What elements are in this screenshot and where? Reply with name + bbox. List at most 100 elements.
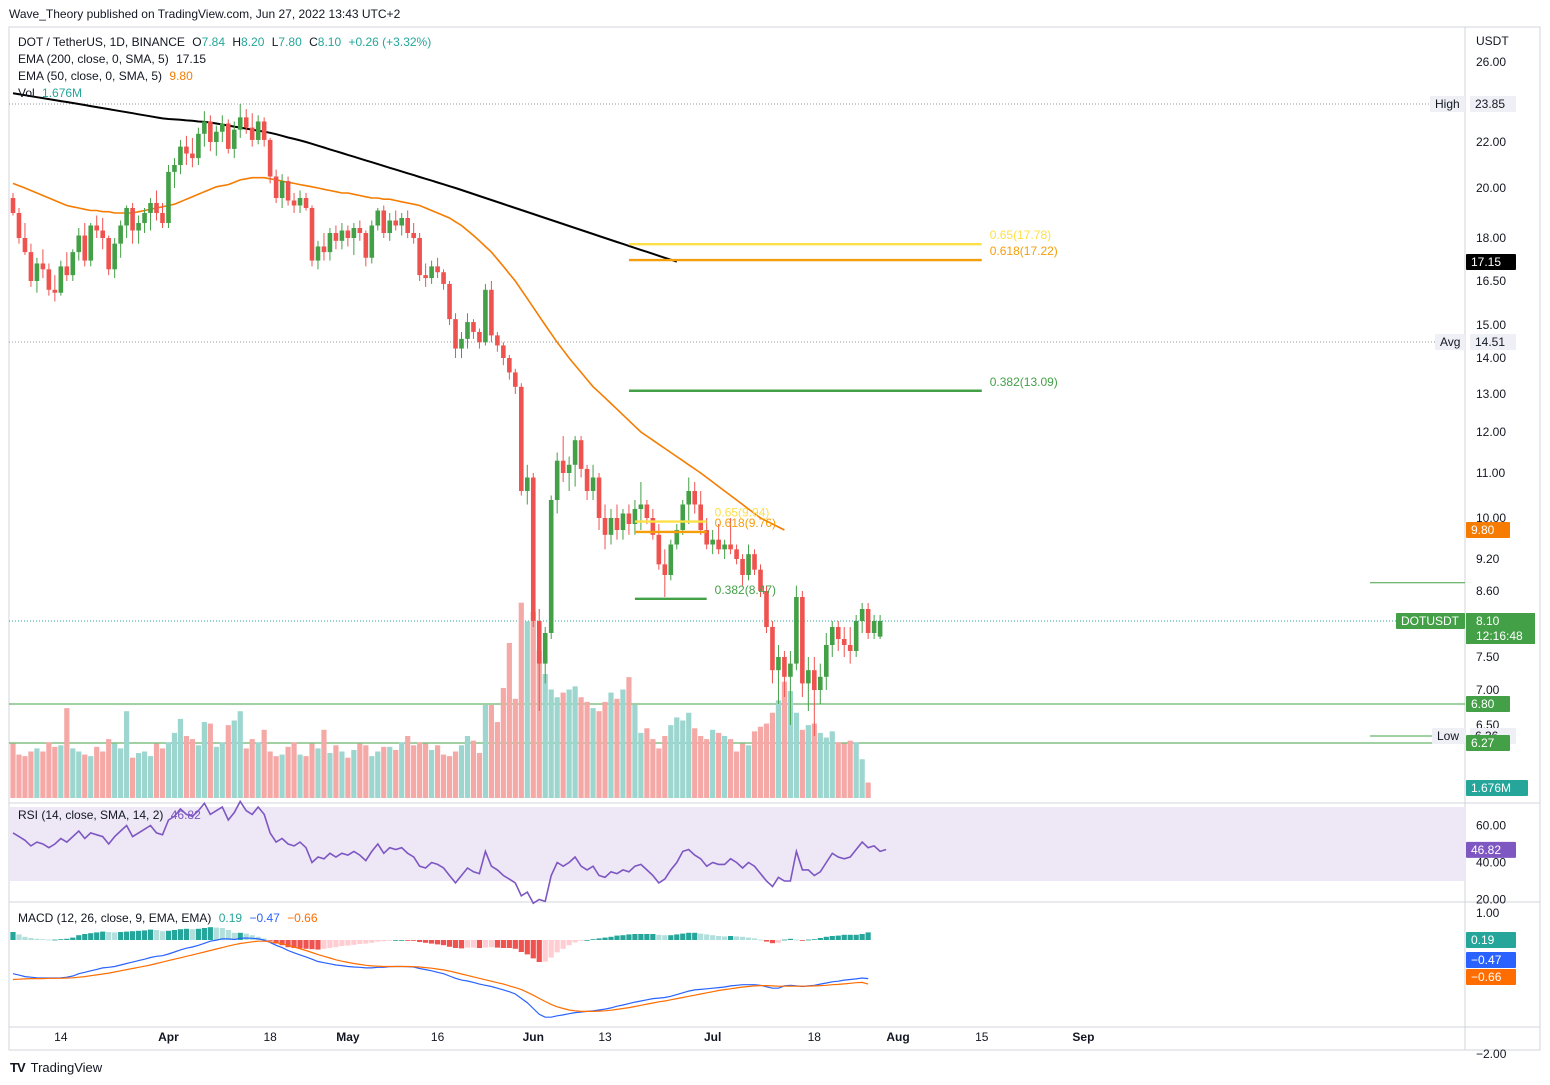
candle-body	[524, 477, 530, 491]
macd-histogram-bar	[704, 934, 710, 940]
macd-histogram-bar	[446, 940, 453, 947]
candle-body	[853, 621, 859, 651]
macd-histogram-bar	[130, 931, 136, 940]
volume-bar	[452, 751, 459, 798]
candle-body	[52, 289, 58, 293]
macd-histogram-bar	[716, 936, 722, 940]
price-tick-label: 26.00	[1476, 55, 1506, 69]
candle-body	[638, 504, 644, 509]
volume-bar	[686, 712, 692, 798]
candle-body	[728, 544, 733, 550]
price-tick-label: 13.00	[1476, 387, 1506, 401]
macd-histogram-bar	[16, 934, 22, 940]
last-price-value: 8.10	[1476, 614, 1500, 628]
macd-histogram-bar	[261, 938, 267, 940]
macd-histogram-bar	[608, 936, 614, 940]
macd-histogram-bar	[793, 939, 799, 941]
volume-value: 1.676M	[42, 86, 83, 100]
volume-bar	[130, 757, 136, 798]
macd-histogram-bar	[213, 927, 219, 940]
candle-body	[363, 233, 369, 258]
macd-histogram-bar	[369, 940, 375, 943]
symbol-name[interactable]: DOT / TetherUS, 1D, BINANCE	[18, 35, 185, 49]
ema200-legend[interactable]: EMA (200, close, 0, SMA, 5) 17.15	[18, 52, 210, 66]
volume-bar	[255, 742, 261, 798]
macd-histogram-bar	[638, 934, 644, 940]
candle-body	[650, 518, 656, 535]
volume-bar	[590, 708, 596, 798]
volume-bar	[16, 754, 22, 798]
macd-histogram-bar	[195, 928, 201, 940]
macd-histogram-bar	[40, 939, 46, 940]
macd-hist-value: 0.19	[218, 911, 243, 925]
price-tick-label: 9.20	[1476, 552, 1500, 566]
candle-body	[160, 213, 165, 223]
candle-body	[465, 322, 470, 339]
macd-histogram-bar	[733, 936, 740, 940]
ema200-line	[12, 92, 678, 263]
candle-body	[758, 569, 763, 591]
candle-body	[327, 233, 333, 253]
candle-body	[28, 252, 34, 281]
macd-histogram-bar	[823, 936, 829, 940]
macd-histogram-bar	[22, 936, 28, 940]
volume-bar	[835, 742, 841, 798]
macd-hist-tag-bg	[1466, 932, 1516, 948]
macd-histogram-bar	[506, 940, 512, 948]
volume-bar	[578, 697, 584, 798]
candle-body	[471, 322, 476, 332]
volume-bar	[112, 743, 118, 798]
volume-bar	[237, 711, 243, 798]
macd-histogram-bar	[728, 936, 734, 940]
volume-tag-bg	[1466, 780, 1528, 796]
rsi-value-tag: 46.82	[1471, 843, 1501, 857]
volume-bar	[476, 753, 483, 798]
ema50-legend[interactable]: EMA (50, close, 0, SMA, 5) 9.80	[18, 69, 197, 83]
candle-body	[375, 210, 381, 226]
volume-bar	[536, 650, 542, 798]
candle-body	[64, 266, 70, 276]
candle-body	[178, 146, 183, 165]
price-tick-label: 7.50	[1476, 650, 1500, 664]
macd-histogram-bar	[405, 940, 411, 941]
candle-body	[184, 146, 189, 154]
symbol-legend[interactable]: DOT / TetherUS, 1D, BINANCE O7.84 H8.20 …	[18, 35, 435, 49]
avg-tag-value-bg	[1470, 334, 1516, 350]
candle-body	[321, 246, 327, 253]
volume-bar	[207, 723, 213, 798]
support-low-tag-bg	[1466, 735, 1510, 751]
macd-histogram-bar	[273, 940, 279, 944]
macd-histogram-bar	[787, 938, 793, 940]
volume-bar	[733, 751, 740, 798]
volume-bar	[751, 731, 758, 798]
brand-name: TradingView	[30, 1060, 103, 1075]
volume-bar	[375, 751, 381, 798]
rsi-legend[interactable]: RSI (14, close, SMA, 14, 2) 46.82	[18, 808, 205, 822]
volume-bar	[76, 751, 82, 798]
volume-bar	[357, 743, 363, 798]
candle-body	[734, 549, 739, 559]
time-tick-label: Jul	[704, 1030, 721, 1044]
volume-bar	[225, 725, 231, 798]
volume-bar	[106, 739, 112, 798]
volume-bar	[363, 745, 369, 798]
candle-body	[495, 335, 500, 346]
volume-bar	[153, 743, 160, 798]
macd-histogram-bar	[225, 930, 231, 940]
volume-bar	[823, 737, 829, 798]
volume-bar	[560, 692, 566, 798]
macd-histogram-bar	[680, 933, 686, 940]
volume-legend[interactable]: Vol 1.676M	[18, 86, 86, 100]
macd-legend[interactable]: MACD (12, 26, close, 9, EMA, EMA) 0.19 −…	[18, 911, 322, 925]
macd-histogram-bar	[285, 940, 291, 948]
macd-histogram-bar	[52, 939, 58, 941]
candle-body	[656, 534, 662, 565]
macd-histogram-bar	[829, 936, 835, 940]
macd-histogram-bar	[590, 939, 596, 940]
volume-bar	[10, 743, 16, 798]
volume-bar	[387, 746, 393, 798]
candle-body	[166, 171, 171, 223]
high-tag-label-bg	[1430, 96, 1465, 112]
tradingview-brand[interactable]: TV TradingView	[10, 1060, 102, 1075]
